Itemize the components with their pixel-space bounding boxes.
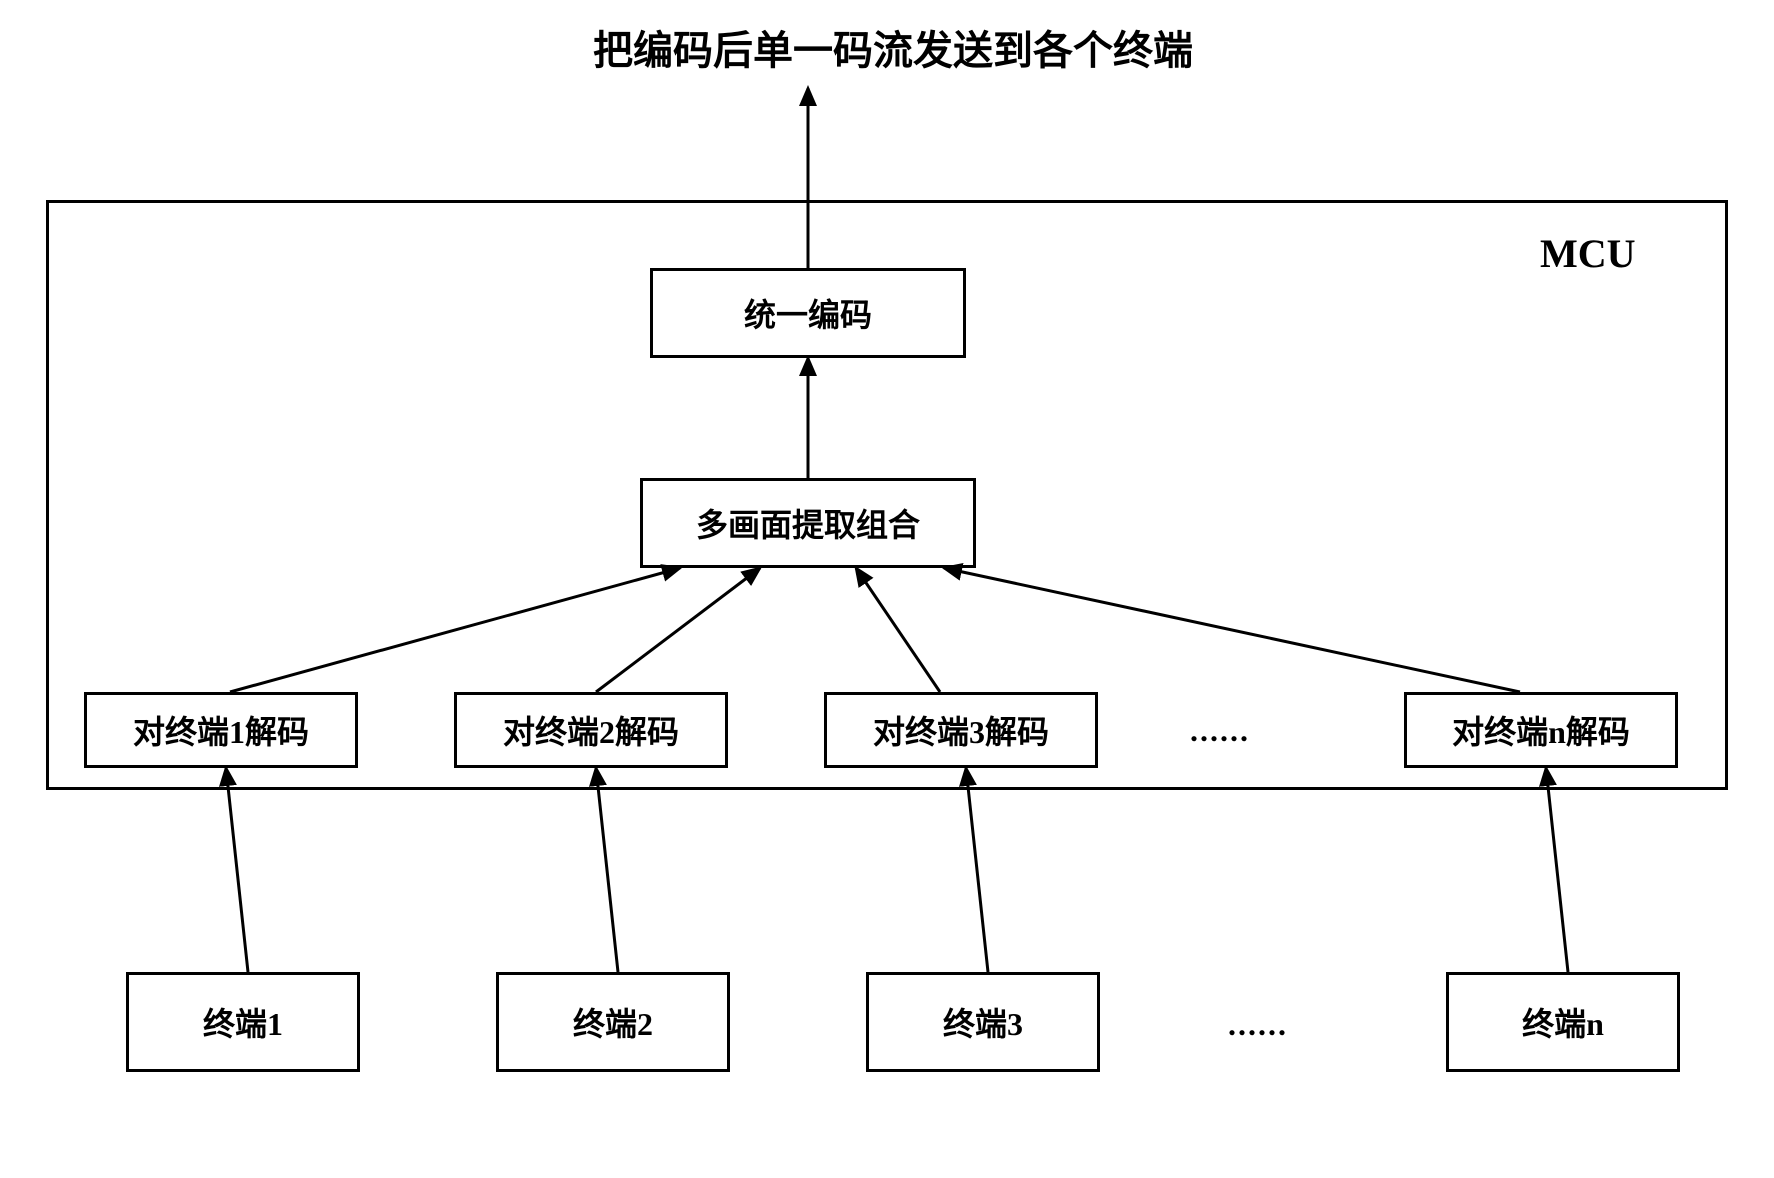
node-dec1: 对终端1解码 [84,692,358,768]
node-encode: 统一编码 [650,268,966,358]
edge-termn_decn [1546,768,1568,972]
node-dec3: 对终端3解码 [824,692,1098,768]
node-dec2: 对终端2解码 [454,692,728,768]
node-term3: 终端3 [866,972,1100,1072]
edge-term3_dec3 [966,768,988,972]
node-decn: 对终端n解码 [1404,692,1678,768]
edge-term1_dec1 [226,768,248,972]
node-combine: 多画面提取组合 [640,478,976,568]
mcu-label: MCU [1540,230,1636,277]
diagram-title: 把编码后单一码流发送到各个终端 [493,18,1293,76]
ellipsis-1: ...... [1228,1006,1288,1043]
node-term1: 终端1 [126,972,360,1072]
node-term2: 终端2 [496,972,730,1072]
edge-term2_dec2 [596,768,618,972]
node-termn: 终端n [1446,972,1680,1072]
ellipsis-0: ...... [1190,712,1250,749]
